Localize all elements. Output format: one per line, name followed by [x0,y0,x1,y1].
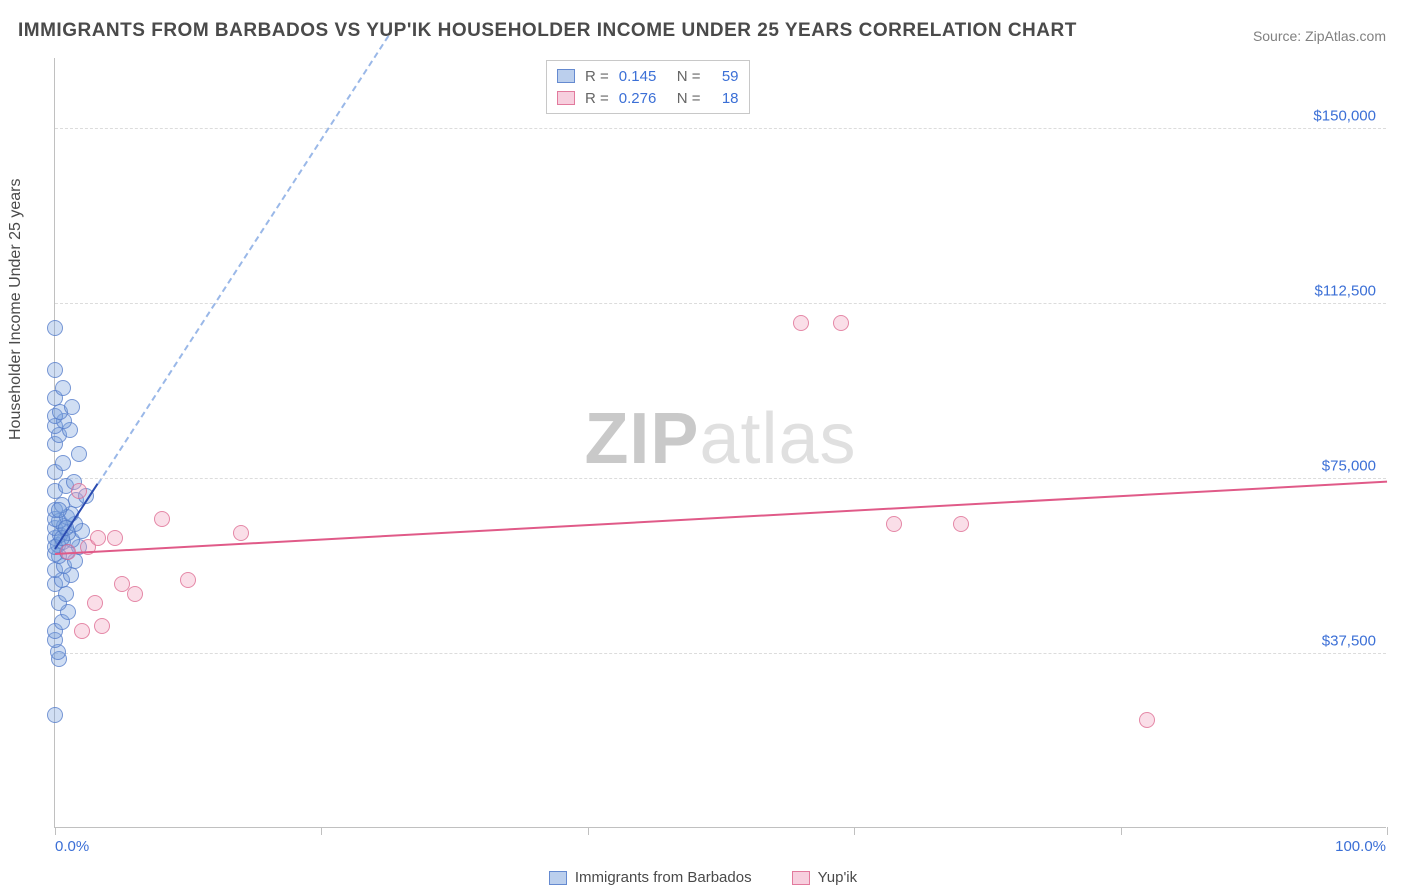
data-point [87,595,103,611]
n-value-blue: 59 [711,68,739,85]
r-value-pink: 0.276 [619,90,667,107]
x-tick-label: 0.0% [55,838,89,855]
data-point [793,315,809,331]
data-point [51,502,67,518]
r-label: R = [585,68,609,85]
data-point [833,315,849,331]
data-point [74,623,90,639]
data-point [55,455,71,471]
gridline-h [55,128,1386,129]
legend-label-blue: Immigrants from Barbados [575,869,752,886]
data-point [47,320,63,336]
x-tick [1121,827,1122,835]
watermark-zip: ZIP [584,398,699,478]
legend-label-pink: Yup'ik [818,869,858,886]
data-point [47,707,63,723]
legend-item-pink: Yup'ik [792,869,858,886]
data-point [953,516,969,532]
data-point [886,516,902,532]
swatch-blue-icon [549,871,567,885]
trend-line [97,35,389,484]
data-point [127,586,143,602]
y-tick-label: $112,500 [1315,283,1376,300]
data-point [64,399,80,415]
y-tick-label: $150,000 [1313,108,1376,125]
legend-stats-row-pink: R = 0.276 N = 18 [557,87,739,109]
data-point [94,618,110,634]
data-point [71,446,87,462]
data-point [233,525,249,541]
y-axis-title: Householder Income Under 25 years [7,179,25,440]
chart-title: IMMIGRANTS FROM BARBADOS VS YUP'IK HOUSE… [18,20,1077,42]
x-tick [854,827,855,835]
swatch-pink-icon [557,91,575,105]
source-label: Source: ZipAtlas.com [1253,28,1386,44]
data-point [90,530,106,546]
data-point [107,530,123,546]
n-value-pink: 18 [711,90,739,107]
x-tick [588,827,589,835]
n-label: N = [677,68,701,85]
x-tick [321,827,322,835]
data-point [180,572,196,588]
legend-item-blue: Immigrants from Barbados [549,869,752,886]
legend-stats: R = 0.145 N = 59 R = 0.276 N = 18 [546,60,750,114]
y-tick-label: $37,500 [1322,633,1376,650]
watermark-atlas: atlas [699,398,856,478]
data-point [154,511,170,527]
x-tick [1387,827,1388,835]
x-tick [55,827,56,835]
data-point [47,362,63,378]
watermark: ZIPatlas [584,397,856,479]
n-label: N = [677,90,701,107]
gridline-h [55,653,1386,654]
r-value-blue: 0.145 [619,68,667,85]
plot-area: ZIPatlas $37,500 $75,000 $112,500 $150,000 0… [54,58,1386,828]
chart-container: IMMIGRANTS FROM BARBADOS VS YUP'IK HOUSE… [0,0,1406,892]
gridline-h [55,303,1386,304]
swatch-pink-icon [792,871,810,885]
y-tick-label: $75,000 [1322,458,1376,475]
data-point [1139,712,1155,728]
legend-bottom: Immigrants from Barbados Yup'ik [0,869,1406,886]
r-label: R = [585,90,609,107]
trend-line [55,480,1387,554]
x-tick-label: 100.0% [1335,838,1386,855]
gridline-h [55,478,1386,479]
data-point [55,380,71,396]
legend-stats-row-blue: R = 0.145 N = 59 [557,65,739,87]
swatch-blue-icon [557,69,575,83]
data-point [71,483,87,499]
